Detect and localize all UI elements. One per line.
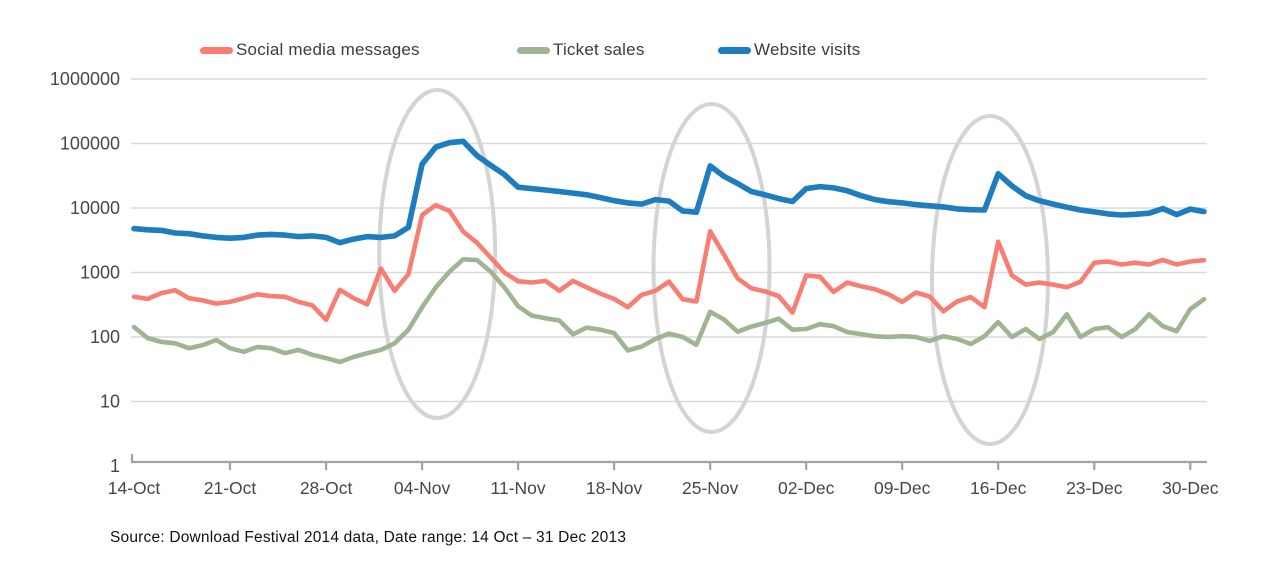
x-tick-label-02-Dec: 02-Dec [778, 478, 835, 498]
y-tick-label-1000: 1000 [80, 263, 120, 283]
highlight-ellipses [377, 88, 1050, 446]
y-tick-label-100: 100 [90, 327, 120, 347]
y-tick-label-10: 10 [100, 392, 120, 412]
x-tick-label-28-Oct: 28-Oct [300, 478, 353, 498]
x-tick-label-16-Dec: 16-Dec [970, 478, 1027, 498]
x-tick-label-09-Dec: 09-Dec [874, 478, 931, 498]
highlight-ellipse-2 [651, 102, 772, 434]
x-tick-label-21-Oct: 21-Oct [204, 478, 257, 498]
legend-marker-ticket-sales [517, 46, 550, 54]
series-line-ticket-sales [131, 256, 1207, 365]
x-axis: 14-Oct 21-Oct 28-Oct 04-Nov 11-Nov 18-Nov 25-N… [108, 454, 1219, 498]
series-line-social-media-messages [131, 202, 1207, 323]
y-tick-label-10000: 10000 [70, 198, 120, 218]
y-tick-label-1000000: 1000000 [50, 69, 120, 89]
legend-label-social-media-messages: Social media messages [236, 40, 420, 59]
x-tick-label-25-Nov: 25-Nov [682, 478, 739, 498]
highlight-ellipse-1 [377, 88, 498, 420]
chart-legend: Social media messages Ticket sales Websi… [0, 0, 1264, 70]
legend-marker-social-media-messages [200, 46, 233, 54]
x-tick-label-18-Nov: 18-Nov [586, 478, 643, 498]
legend-label-website-visits: Website visits [754, 40, 861, 59]
y-axis-labels: 1 10 100 1000 10000 100000 1000000 [50, 69, 120, 476]
legend-item-social-media-messages: Social media messages [200, 40, 420, 59]
x-tick-label-30-Dec: 30-Dec [1162, 478, 1219, 498]
legend-item-website-visits: Website visits [718, 40, 861, 59]
x-tick-label-14-Oct: 14-Oct [108, 478, 161, 498]
x-tick-label-04-Nov: 04-Nov [394, 478, 451, 498]
highlight-ellipse-3 [930, 114, 1050, 446]
legend-marker-website-visits [718, 46, 751, 54]
source-note: Source: Download Festival 2014 data, Dat… [110, 529, 627, 546]
x-tick-label-11-Nov: 11-Nov [491, 478, 546, 498]
series-line-website-visits [131, 138, 1207, 246]
x-tick-label-23-Dec: 23-Dec [1066, 478, 1123, 498]
y-tick-label-100000: 100000 [60, 134, 120, 154]
y-tick-label-1: 1 [110, 456, 120, 476]
legend-label-ticket-sales: Ticket sales [553, 40, 645, 59]
legend-item-ticket-sales: Ticket sales [517, 40, 645, 59]
